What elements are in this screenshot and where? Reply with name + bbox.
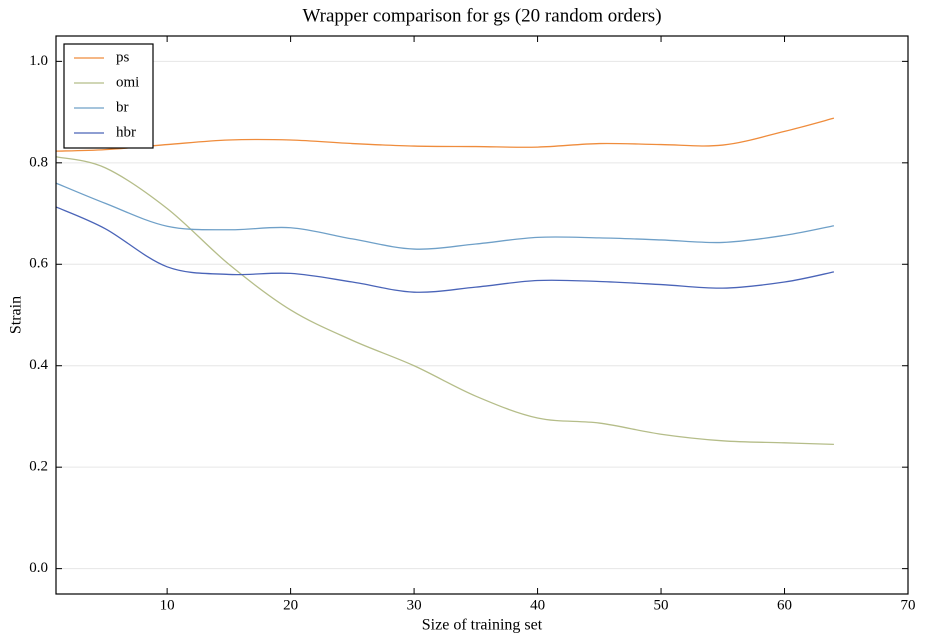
x-tick-label: 30	[407, 597, 422, 613]
line-series	[55, 182, 835, 250]
y-tick-label: 0.6	[29, 256, 48, 272]
line-series	[55, 156, 834, 446]
legend-label: hbr	[116, 124, 136, 140]
legend: ps omi br hbr	[63, 43, 154, 149]
line-series	[55, 206, 835, 293]
x-tick-label: 10	[160, 597, 175, 613]
line-series	[55, 117, 835, 152]
y-tick-label: 0.0	[29, 560, 48, 576]
y-tick-label: 0.8	[29, 154, 48, 170]
chart-title: Wrapper comparison for gs (20 random ord…	[302, 5, 661, 26]
legend-label: ps	[116, 49, 130, 65]
y-axis-label: Strain	[8, 296, 25, 334]
legend-box	[63, 43, 154, 149]
y-tick-label: 0.2	[29, 459, 48, 475]
x-tick-label: 40	[530, 597, 545, 613]
y-tick-label: 1.0	[29, 53, 48, 69]
x-tick-label: 50	[654, 597, 669, 613]
x-tick-label: 20	[283, 597, 298, 613]
y-tick-label: 0.4	[29, 357, 48, 373]
x-tick-label: 60	[777, 597, 792, 613]
plot-frame	[55, 35, 909, 595]
x-axis-label: Size of training set	[422, 617, 543, 634]
legend-label: omi	[116, 74, 139, 90]
legend-label: br	[116, 99, 129, 115]
x-tick-label: 70	[901, 597, 916, 613]
